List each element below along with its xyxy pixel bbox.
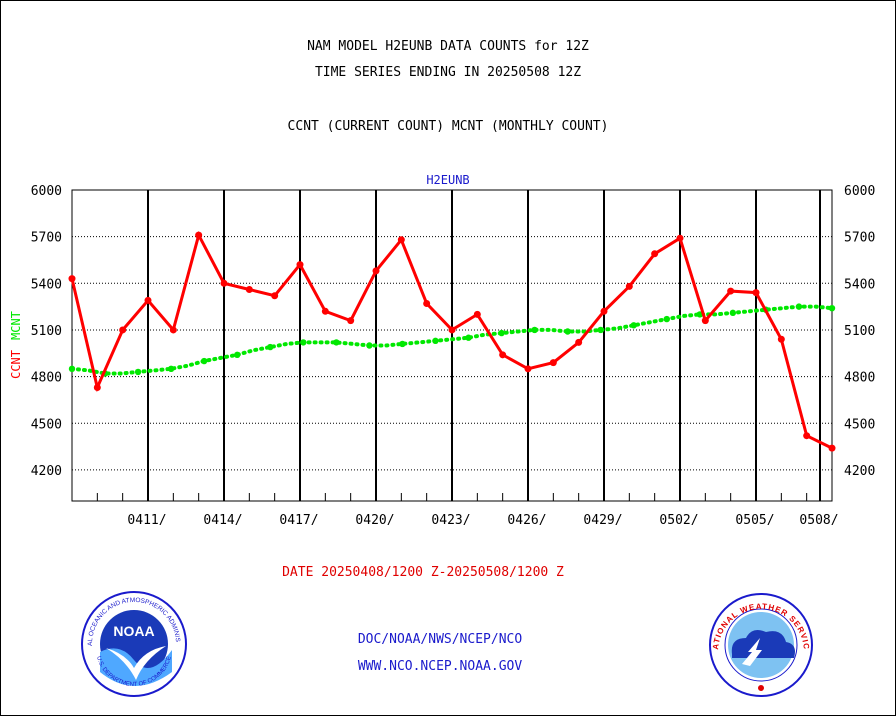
data-point-ccnt (372, 267, 380, 275)
data-point-mcnt (267, 343, 274, 351)
y-tick-label-left: 5400 (31, 277, 62, 292)
data-point-mcnt (68, 365, 76, 373)
y-tick-label-right: 4800 (844, 371, 875, 386)
data-point-ccnt (347, 317, 355, 325)
data-point-mcnt (630, 322, 637, 329)
data-point-mcnt (134, 368, 142, 376)
data-point-ccnt (524, 365, 532, 373)
x-tick-label: 0417/ (279, 513, 318, 528)
data-point-mcnt (795, 303, 803, 310)
data-point-ccnt (144, 296, 152, 304)
chart-title: H2EUNB (426, 173, 469, 187)
data-point-ccnt (575, 338, 583, 346)
data-point-ccnt (701, 317, 709, 325)
y-tick-label-right: 5700 (844, 231, 875, 246)
data-point-ccnt (423, 300, 431, 308)
data-point-ccnt (803, 432, 811, 440)
data-point-ccnt (169, 326, 177, 334)
data-point-mcnt (564, 328, 571, 335)
y-label-ccnt: CCNT (9, 350, 23, 379)
data-point-ccnt (600, 307, 608, 315)
data-point-ccnt (499, 351, 507, 359)
data-point-mcnt (729, 309, 737, 317)
data-point-ccnt (93, 383, 101, 391)
data-point-mcnt (167, 365, 175, 373)
x-tick-label: 0426/ (507, 513, 546, 528)
y-axis-label: CCNT MCNT (9, 311, 23, 379)
data-point-ccnt (321, 307, 329, 315)
y-tick-label-right: 4500 (844, 417, 875, 432)
data-point-ccnt (777, 335, 785, 343)
data-point-mcnt (399, 340, 406, 348)
data-point-ccnt (448, 326, 456, 334)
data-point-mcnt (597, 326, 604, 334)
data-point-ccnt (752, 289, 760, 297)
data-point-ccnt (549, 359, 557, 367)
y-tick-label-right: 6000 (844, 184, 875, 199)
data-point-ccnt (676, 234, 684, 242)
x-tick-label: 0429/ (583, 513, 622, 528)
series-line-mcnt (70, 304, 834, 376)
data-point-ccnt (727, 287, 735, 295)
y-tick-label-left: 6000 (31, 184, 62, 199)
data-point-mcnt (432, 337, 439, 345)
data-point-ccnt (220, 279, 228, 287)
data-point-ccnt (296, 261, 304, 269)
y-tick-label-right: 5100 (844, 324, 875, 339)
x-tick-label: 0411/ (127, 513, 166, 528)
data-point-ccnt (68, 275, 76, 283)
y-tick-label-right: 4200 (844, 464, 875, 479)
main-title: NAM MODEL H2EUNB DATA COUNTS for 12Z (307, 39, 589, 54)
data-point-mcnt (531, 326, 538, 334)
x-tick-label: 0420/ (355, 513, 394, 528)
y-tick-label-left: 4800 (31, 371, 62, 386)
data-point-ccnt (625, 282, 633, 290)
x-tick-label: 0508/ (799, 513, 838, 528)
data-point-ccnt (828, 444, 836, 452)
y-tick-label-left: 4200 (31, 464, 62, 479)
data-point-ccnt (651, 250, 659, 258)
x-tick-label: 0502/ (659, 513, 698, 528)
data-point-ccnt (195, 231, 203, 239)
noaa-logo-text: NOAA (113, 623, 154, 639)
data-point-mcnt (234, 351, 241, 359)
data-point-ccnt (119, 326, 127, 334)
y-tick-label-left: 5100 (31, 324, 62, 339)
date-range-label: DATE 20250408/1200 Z-20250508/1200 Z (282, 565, 564, 580)
data-point-ccnt (245, 286, 253, 294)
x-tick-label: 0505/ (735, 513, 774, 528)
noaa-logo: NOAA NATIONAL OCEANIC AND ATMOSPHERIC AD… (80, 590, 188, 698)
y-tick-label-right: 5400 (844, 277, 875, 292)
agency-path: DOC/NOAA/NWS/NCEP/NCO (357, 632, 523, 647)
data-point-mcnt (366, 342, 373, 349)
x-tick-label: 0414/ (203, 513, 242, 528)
y-tick-label-left: 5700 (31, 231, 62, 246)
y-tick-label-left: 4500 (31, 417, 62, 432)
subtitle: TIME SERIES ENDING IN 20250508 12Z (314, 65, 582, 80)
data-point-mcnt (498, 329, 505, 337)
y-label-mcnt: MCNT (9, 311, 23, 340)
website-link[interactable]: WWW.NCO.NCEP.NOAA.GOV (357, 659, 523, 674)
data-point-mcnt (300, 339, 307, 346)
data-point-ccnt (397, 236, 405, 244)
data-point-mcnt (828, 304, 836, 312)
x-tick-label: 0423/ (431, 513, 470, 528)
nws-logo: NATIONAL WEATHER SERVICE (708, 592, 814, 698)
data-point-ccnt (271, 292, 279, 300)
data-point-mcnt (663, 315, 670, 323)
data-point-mcnt (333, 339, 340, 346)
series-description: CCNT (CURRENT COUNT) MCNT (MONTHLY COUNT… (287, 119, 609, 134)
data-point-mcnt (465, 334, 472, 341)
data-point-mcnt (200, 357, 208, 365)
data-point-ccnt (473, 310, 481, 318)
